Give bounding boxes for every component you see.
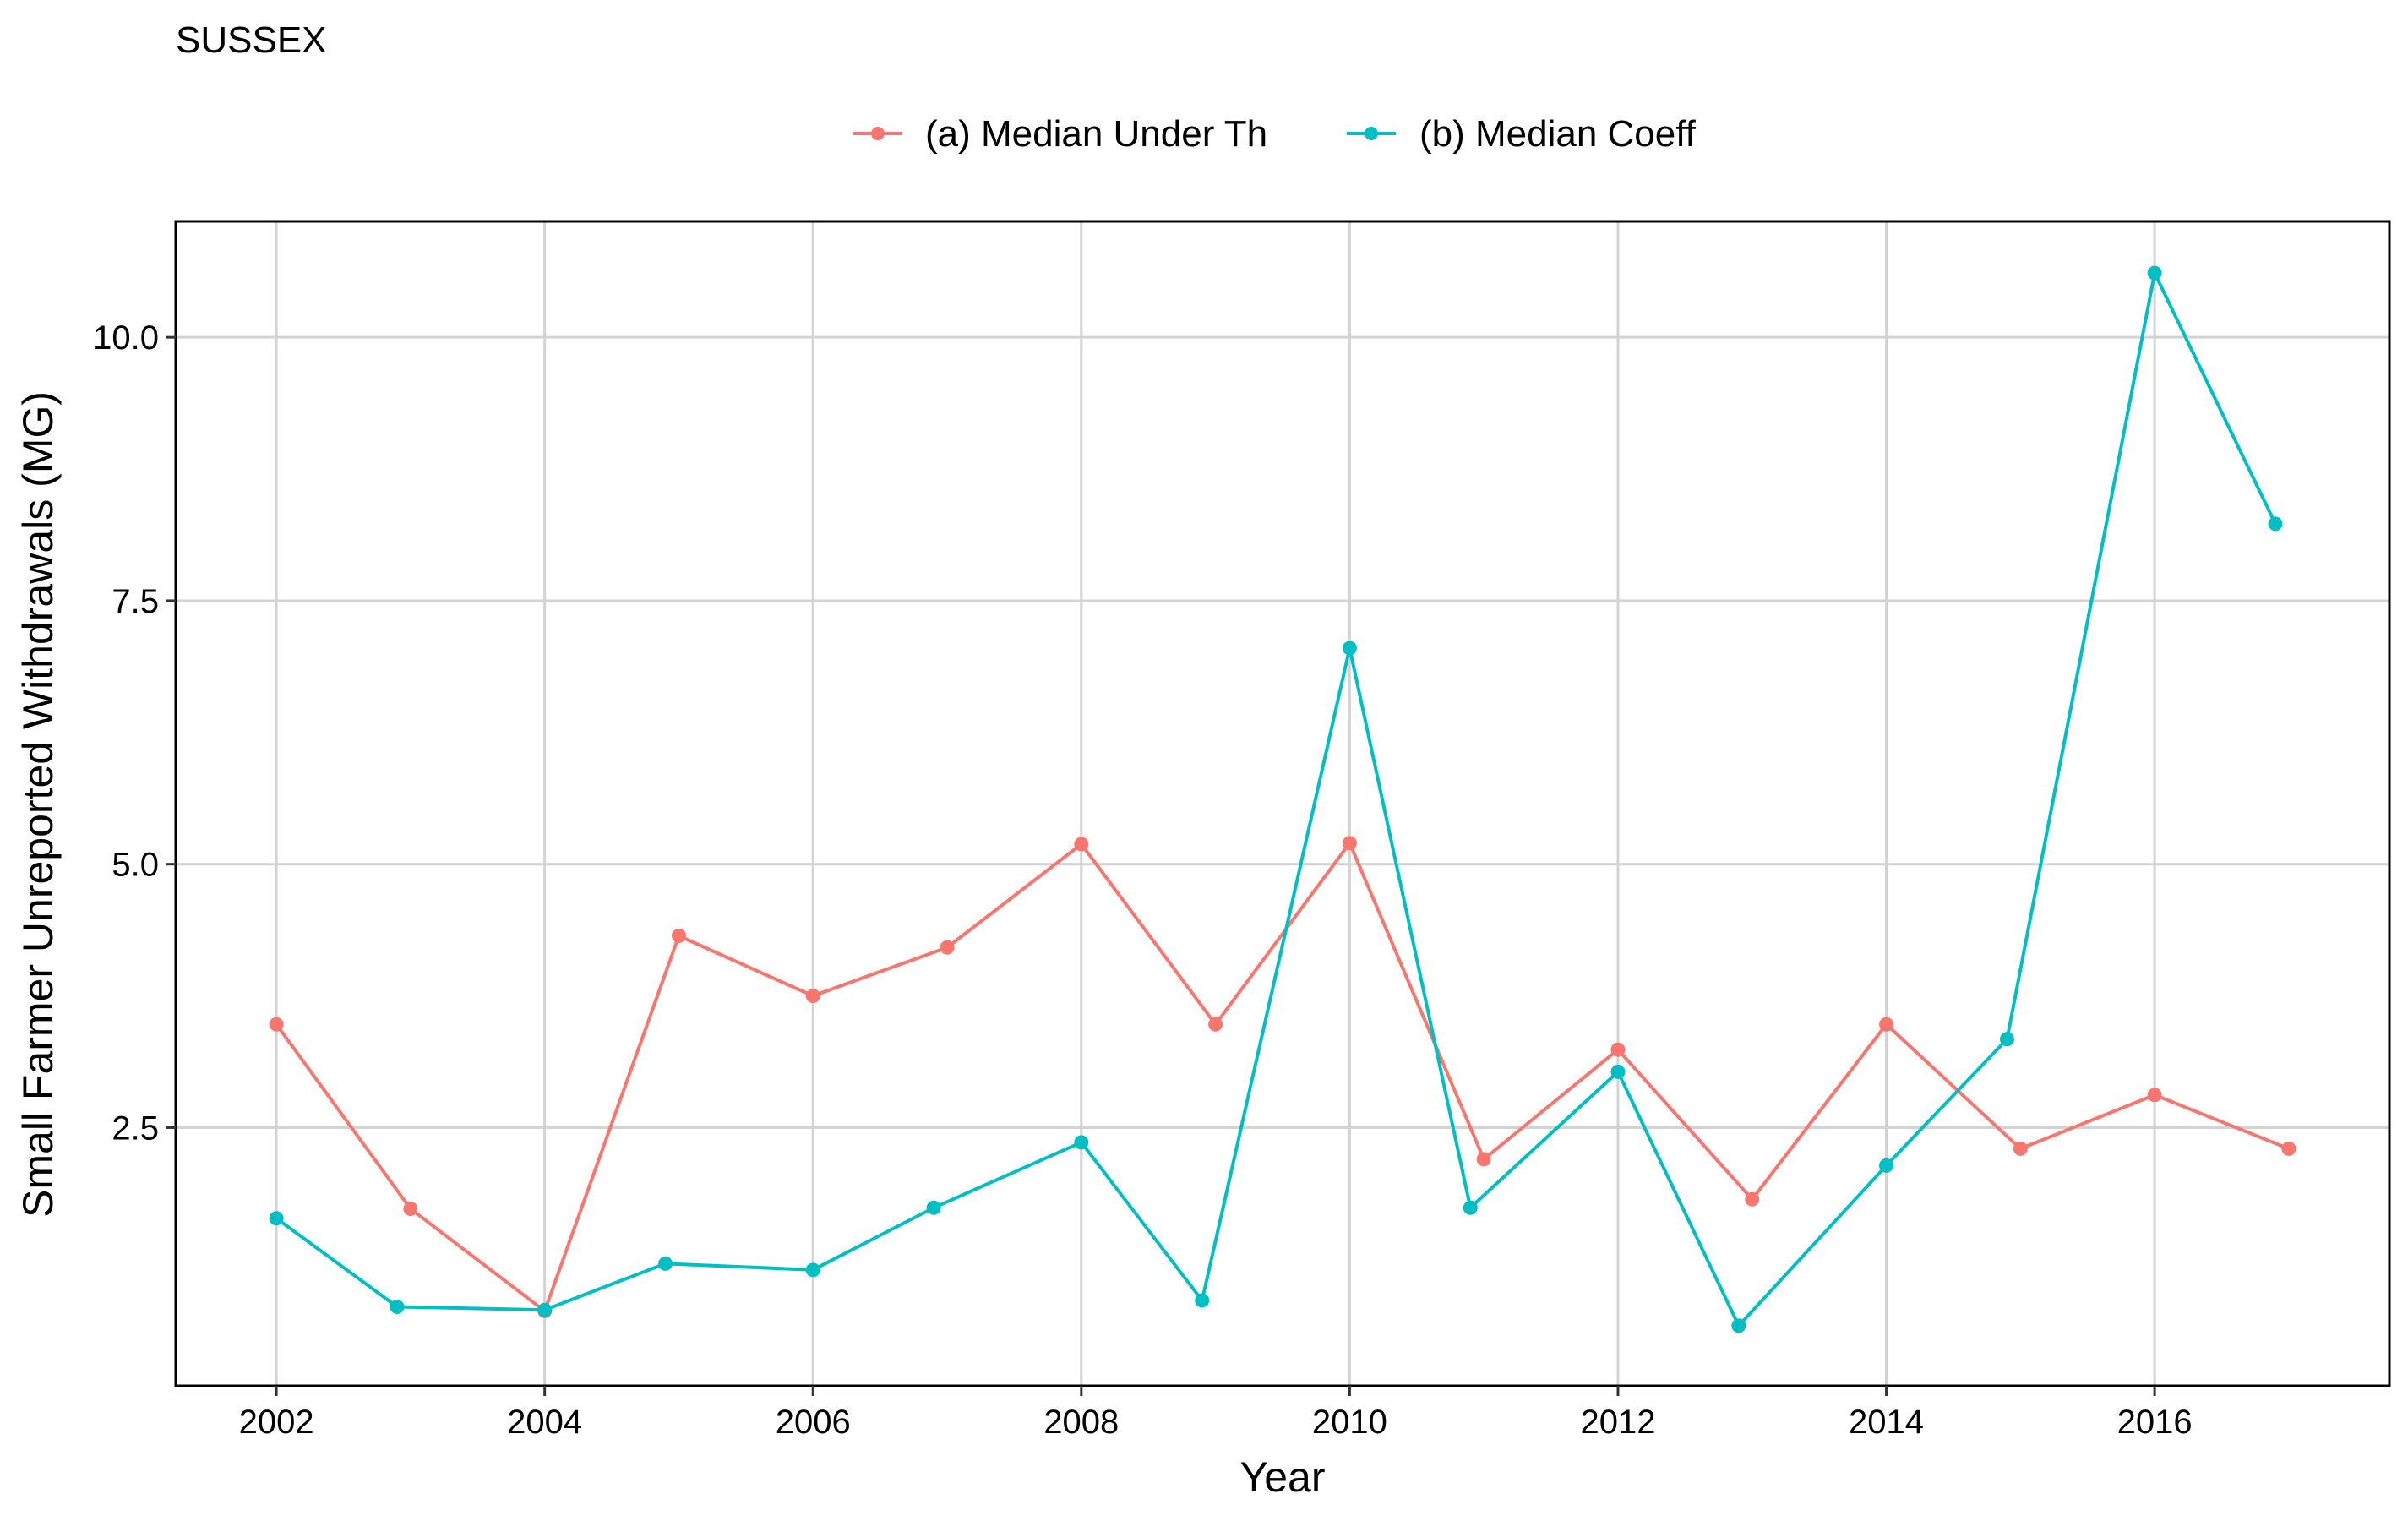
legend-label-b: (b) Median Coeff (1419, 113, 1697, 155)
legend: (a) Median Under Th (b) Median Coeff (853, 113, 1697, 155)
data-point-0-13 (2013, 1141, 2028, 1156)
data-point-1-1 (390, 1299, 405, 1314)
series-line-0 (275, 839, 2290, 1314)
x-tick-label-4: 2010 (1312, 1404, 1387, 1441)
data-point-1-7 (1195, 1293, 1210, 1308)
data-point-0-1 (403, 1201, 418, 1216)
x-tick-label-1: 2004 (507, 1404, 582, 1441)
data-point-0-9 (1476, 1152, 1491, 1167)
data-point-1-10 (1610, 1064, 1626, 1079)
x-tick-label-7: 2016 (2117, 1404, 2193, 1441)
data-point-1-6 (1074, 1135, 1089, 1150)
x-tick-label-2: 2006 (776, 1404, 851, 1441)
legend-item-b: (b) Median Coeff (1347, 113, 1697, 155)
grid (176, 221, 2389, 1386)
x-tick-label-3: 2008 (1043, 1404, 1119, 1441)
x-tick-label-6: 2014 (1849, 1404, 1924, 1441)
data-point-1-9 (1463, 1200, 1478, 1215)
data-point-1-15 (2268, 516, 2283, 532)
y-axis-title: Small Farmer Unreported Withdrawals (MG) (14, 391, 62, 1218)
data-point-1-14 (2147, 265, 2162, 281)
legend-marker-a (871, 127, 885, 140)
y-tick-label-1: 5.0 (112, 847, 159, 884)
data-point-0-3 (671, 929, 686, 944)
axes: 2.5 5.0 7.5 10.0 2002 2004 2006 2008 2010 2012 201… (93, 319, 2192, 1441)
series-layer (269, 265, 2296, 1333)
data-point-0-15 (2281, 1141, 2296, 1156)
data-point-1-2 (537, 1302, 553, 1317)
series-1 (269, 265, 2283, 1333)
data-point-1-5 (926, 1200, 941, 1215)
plot-panel-border (174, 220, 2391, 1387)
data-point-0-4 (805, 989, 820, 1004)
x-tick-label-0: 2002 (239, 1404, 314, 1441)
y-tick-label-3: 10.0 (93, 319, 159, 357)
data-point-0-14 (2147, 1088, 2162, 1103)
data-point-1-8 (1342, 641, 1357, 656)
y-tick-label-2: 7.5 (112, 583, 159, 620)
data-point-1-0 (269, 1211, 284, 1226)
data-point-0-7 (1208, 1017, 1223, 1032)
data-point-1-11 (1731, 1318, 1746, 1333)
x-axis-title: Year (1239, 1453, 1325, 1501)
data-point-1-13 (1999, 1032, 2014, 1047)
data-point-0-0 (269, 1017, 284, 1032)
x-tick-label-5: 2012 (1580, 1404, 1655, 1441)
data-point-1-4 (805, 1262, 820, 1278)
data-point-0-10 (1610, 1042, 1626, 1057)
data-point-0-11 (1745, 1191, 1760, 1207)
data-point-0-5 (940, 940, 955, 955)
series-0 (269, 836, 2296, 1318)
data-point-0-12 (1879, 1017, 1894, 1032)
legend-item-a: (a) Median Under Th (853, 113, 1267, 155)
chart-title: SUSSEX (176, 19, 327, 61)
y-tick-label-0: 2.5 (112, 1109, 159, 1147)
data-point-0-6 (1074, 837, 1089, 852)
data-point-1-12 (1879, 1158, 1894, 1173)
series-line-1 (275, 267, 2277, 1329)
legend-marker-b (1365, 127, 1378, 140)
legend-label-a: (a) Median Under Th (925, 113, 1267, 155)
data-point-1-3 (658, 1256, 673, 1271)
data-point-0-8 (1342, 836, 1357, 851)
